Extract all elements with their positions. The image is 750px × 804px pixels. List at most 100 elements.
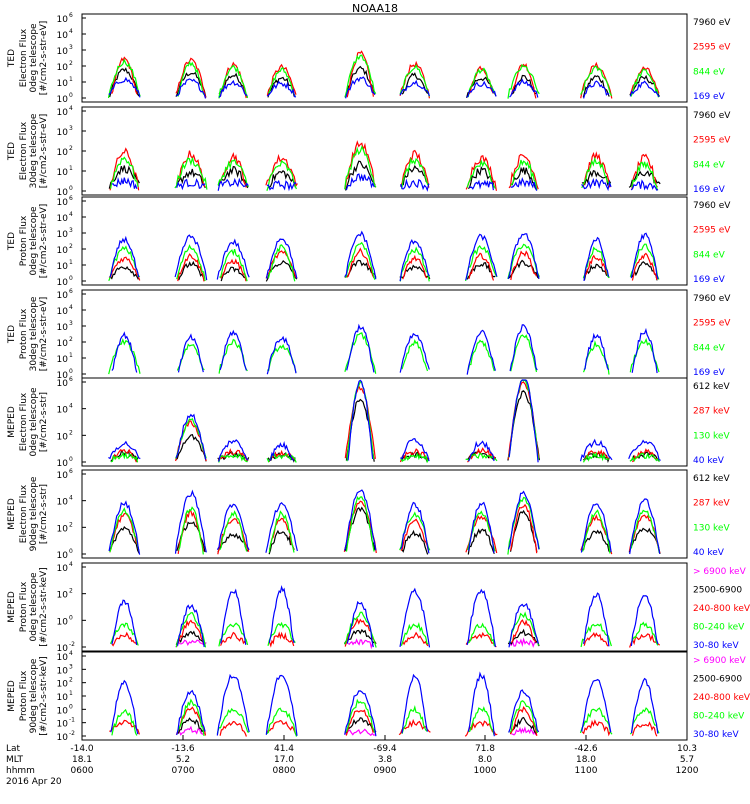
y-tick-label: 10 — [57, 230, 69, 240]
series-line — [111, 323, 658, 375]
panel-frame — [81, 562, 688, 652]
series-line — [108, 160, 661, 191]
legend-entry: 30-80 keV — [693, 730, 739, 740]
legend-entry: 130 keV — [693, 431, 730, 441]
y-axis-label: MEPED — [7, 680, 17, 712]
panel-frame — [81, 377, 688, 467]
chart-title: NOAA18 — [352, 2, 398, 15]
legend-entry: 240-800 keV — [693, 693, 750, 703]
y-tick-label: 10 — [57, 15, 69, 25]
series-line — [110, 379, 660, 464]
x-tick-label: 71.8 — [475, 744, 495, 754]
x-axis-date: 2016 Apr 20 — [6, 777, 62, 787]
x-tick-label: 5.2 — [176, 755, 190, 765]
y-tick-label: 10 — [57, 214, 69, 224]
series-line — [177, 716, 538, 735]
legend-entry: 80-240 keV — [693, 712, 745, 722]
series-line — [108, 76, 660, 99]
series-line — [108, 379, 661, 463]
x-tick-label: 5.7 — [680, 755, 694, 765]
y-tick-label: 10 — [57, 339, 69, 349]
y-tick-label: 10 — [57, 95, 69, 105]
x-tick-label: 41.4 — [274, 744, 294, 754]
y-tick-label: 10 — [57, 148, 69, 158]
y-tick-exponent: 1 — [69, 165, 73, 172]
y-axis-label: 30deg telescope — [29, 113, 39, 188]
y-tick-label: 10 — [57, 591, 69, 601]
y-tick-label: 10 — [57, 564, 69, 574]
y-tick-exponent: 4 — [69, 561, 73, 568]
panel-frame — [81, 289, 688, 379]
series-line — [108, 489, 661, 555]
y-tick-exponent: 4 — [69, 105, 73, 112]
series-line — [108, 332, 660, 375]
series-line — [111, 698, 660, 737]
y-tick-exponent: 4 — [69, 211, 73, 218]
y-axis-label: [#/cm2-s-str] — [39, 392, 49, 452]
legend-entry: 612 keV — [693, 382, 730, 392]
panel-frame — [81, 469, 688, 559]
y-tick-exponent: 2 — [69, 588, 73, 595]
y-tick-label: 10 — [57, 379, 69, 389]
x-tick-label: -42.6 — [574, 744, 598, 754]
y-axis-label: [#/cm2-s-str-eV] — [39, 21, 49, 96]
y-axis-label: Proton Flux — [19, 670, 29, 721]
series-line — [109, 611, 659, 648]
y-tick-exponent: 6 — [69, 288, 73, 295]
x-tick-label: -13.6 — [171, 744, 195, 754]
y-tick-exponent: 6 — [69, 12, 73, 19]
x-tick-label: 0800 — [273, 766, 296, 776]
panel-frame — [81, 13, 688, 103]
legend-entry: 2500-6900 — [693, 586, 742, 596]
legend-entry: 130 keV — [693, 523, 730, 533]
y-tick-label: 10 — [57, 278, 69, 288]
y-tick-label: 10 — [57, 262, 69, 272]
y-axis-label: Electron Flux — [19, 121, 29, 180]
x-tick-label: -69.4 — [373, 744, 397, 754]
legend-entry: 169 eV — [693, 368, 726, 378]
y-tick-exponent: 4 — [69, 28, 73, 35]
y-axis-label: [#/cm2-s-str] — [39, 484, 49, 544]
legend-entry: 40 keV — [693, 456, 725, 466]
series-line — [109, 230, 659, 282]
y-axis-label: MEPED — [7, 406, 17, 438]
y-axis-label: [#/cm2-s-str-eV] — [39, 204, 49, 279]
panel-frame — [81, 196, 688, 286]
y-axis-label: MEPED — [7, 498, 17, 530]
series-line — [109, 706, 658, 737]
legend-entry: 169 eV — [693, 275, 726, 285]
series-line — [107, 54, 659, 99]
legend-entry: 844 eV — [693, 250, 726, 260]
y-tick-exponent: 6 — [69, 468, 73, 475]
y-tick-exponent: 2 — [69, 145, 73, 152]
series-line — [108, 241, 660, 282]
y-tick-label: 10 — [57, 551, 69, 561]
x-tick-label: 3.8 — [378, 755, 393, 765]
legend-entry: 80-240 keV — [693, 623, 745, 633]
y-tick-label: 10 — [57, 307, 69, 317]
series-line — [109, 506, 661, 555]
series-line — [111, 50, 660, 99]
y-tick-exponent: 3 — [69, 320, 73, 327]
y-axis-label: [#/cm2-s-str-eV] — [39, 114, 49, 189]
series-line — [111, 584, 659, 648]
y-axis-label: MEPED — [7, 591, 17, 623]
y-tick-exponent: 0 — [69, 548, 73, 555]
series-line — [111, 617, 661, 648]
y-tick-label: 10 — [57, 63, 69, 73]
legend-entry: 2595 eV — [693, 136, 731, 146]
x-row-name: MLT — [6, 755, 24, 765]
legend-entry: 287 keV — [693, 407, 730, 417]
y-tick-exponent: 3 — [69, 125, 73, 132]
y-tick-label: 10 — [57, 706, 69, 716]
y-tick-exponent: 6 — [69, 195, 73, 202]
x-tick-label: 10.3 — [677, 744, 697, 754]
legend-entry: 169 eV — [693, 185, 726, 195]
y-tick-exponent: 3 — [69, 44, 73, 51]
